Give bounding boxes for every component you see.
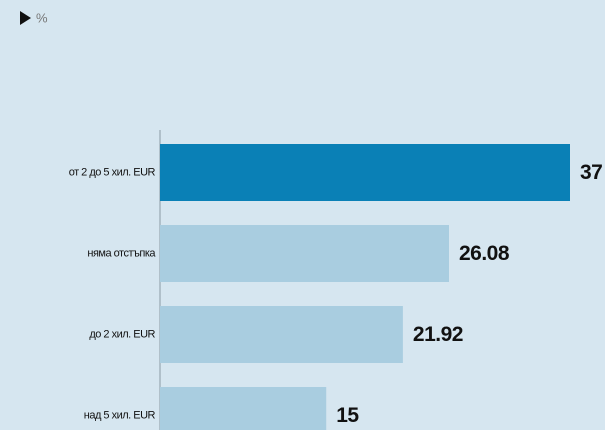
value-label: 37 [580, 161, 602, 184]
subtitle: % [36, 10, 48, 25]
value-label: 21.92 [413, 323, 463, 346]
category-label: до 2 хил. EUR [89, 328, 155, 340]
category-label: от 2 до 5 хил. EUR [69, 166, 156, 178]
bar [160, 306, 403, 363]
value-label: 15 [336, 404, 359, 427]
bar [160, 387, 327, 430]
bar [160, 144, 570, 201]
value-label: 26.08 [459, 242, 510, 265]
category-label: няма отстъпка [87, 247, 156, 259]
category-label: над 5 хил. EUR [84, 409, 156, 421]
subtitle-marker [20, 11, 31, 25]
bar [160, 225, 449, 282]
